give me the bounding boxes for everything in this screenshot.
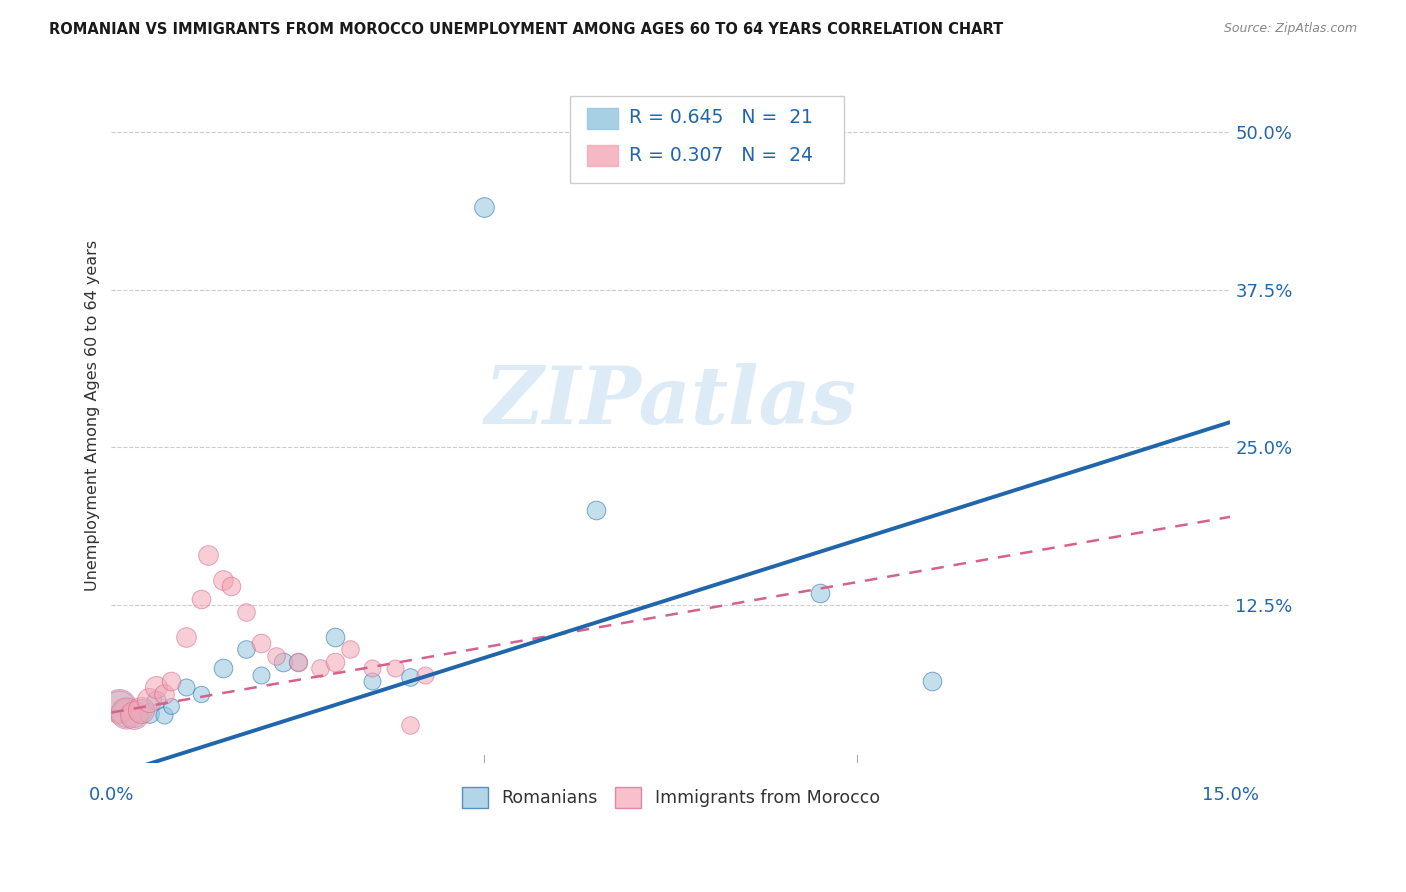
Point: [108, 699, 131, 714]
Point: [138, 706, 160, 720]
Point: [145, 680, 167, 694]
Point: [235, 642, 257, 657]
Point: [474, 201, 496, 215]
Point: [108, 699, 131, 714]
Text: R = 0.307   N =  24: R = 0.307 N = 24: [630, 145, 814, 165]
Point: [398, 718, 420, 732]
Text: ROMANIAN VS IMMIGRANTS FROM MOROCCO UNEMPLOYMENT AMONG AGES 60 TO 64 YEARS CORRE: ROMANIAN VS IMMIGRANTS FROM MOROCCO UNEM…: [49, 22, 1004, 37]
Point: [361, 661, 384, 675]
Point: [219, 579, 242, 593]
Point: [271, 655, 294, 669]
Bar: [586, 145, 619, 166]
Text: Source: ZipAtlas.com: Source: ZipAtlas.com: [1223, 22, 1357, 36]
Point: [323, 655, 346, 669]
Bar: [586, 108, 619, 129]
Point: [115, 706, 138, 720]
Point: [152, 708, 174, 723]
Point: [361, 673, 384, 688]
Point: [323, 630, 346, 644]
Point: [287, 655, 309, 669]
Point: [115, 706, 138, 720]
Point: [145, 693, 167, 707]
Point: [190, 687, 212, 701]
Point: [249, 636, 271, 650]
Point: [339, 642, 361, 657]
Point: [122, 708, 145, 723]
Point: [249, 667, 271, 681]
Point: [808, 585, 831, 599]
Point: [138, 693, 160, 707]
Point: [921, 673, 943, 688]
Point: [264, 648, 287, 663]
Text: ZIPatlas: ZIPatlas: [485, 363, 856, 441]
Point: [190, 591, 212, 606]
Point: [152, 687, 174, 701]
Point: [398, 670, 420, 684]
Point: [309, 661, 332, 675]
Point: [174, 680, 197, 694]
Point: [122, 708, 145, 723]
Legend: Romanians, Immigrants from Morocco: Romanians, Immigrants from Morocco: [454, 780, 887, 815]
Point: [129, 703, 152, 717]
Point: [129, 703, 152, 717]
Point: [197, 548, 219, 562]
Point: [287, 655, 309, 669]
Point: [413, 667, 436, 681]
Point: [212, 661, 235, 675]
Point: [160, 673, 183, 688]
Point: [585, 503, 607, 517]
FancyBboxPatch shape: [571, 96, 845, 183]
Point: [174, 630, 197, 644]
Point: [384, 661, 406, 675]
Y-axis label: Unemployment Among Ages 60 to 64 years: Unemployment Among Ages 60 to 64 years: [86, 240, 100, 591]
Text: 0.0%: 0.0%: [89, 786, 134, 804]
Point: [235, 605, 257, 619]
Point: [160, 699, 183, 714]
Point: [212, 573, 235, 587]
Text: R = 0.645   N =  21: R = 0.645 N = 21: [630, 108, 814, 127]
Text: 15.0%: 15.0%: [1202, 786, 1258, 804]
